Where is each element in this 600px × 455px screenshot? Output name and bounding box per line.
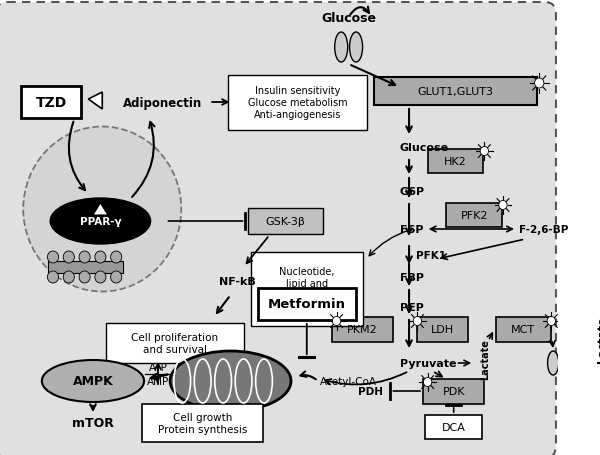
Ellipse shape <box>50 198 151 244</box>
Text: AMPK: AMPK <box>73 374 113 388</box>
Text: HK2: HK2 <box>444 157 467 167</box>
FancyBboxPatch shape <box>106 324 244 363</box>
Text: Glucose: Glucose <box>321 11 376 25</box>
FancyBboxPatch shape <box>496 317 551 342</box>
Ellipse shape <box>335 33 347 63</box>
Circle shape <box>63 271 74 283</box>
Text: Cell proliferation
and survival: Cell proliferation and survival <box>131 332 218 354</box>
Circle shape <box>499 201 507 210</box>
Text: NF-kB: NF-kB <box>218 276 256 286</box>
Ellipse shape <box>560 351 572 375</box>
Ellipse shape <box>170 351 291 411</box>
Ellipse shape <box>23 127 181 292</box>
Text: Pyruvate: Pyruvate <box>400 358 456 368</box>
Circle shape <box>424 378 432 387</box>
Circle shape <box>79 252 90 263</box>
Circle shape <box>95 271 106 283</box>
Text: DCA: DCA <box>442 422 466 432</box>
Text: PEP: PEP <box>400 302 424 312</box>
Circle shape <box>535 79 544 89</box>
FancyBboxPatch shape <box>417 317 468 342</box>
Text: PDK: PDK <box>442 386 465 396</box>
Text: PPAR-γ: PPAR-γ <box>80 217 121 227</box>
Polygon shape <box>88 93 102 110</box>
Text: Cell growth
Protein synthesis: Cell growth Protein synthesis <box>158 412 247 434</box>
Text: PFK2: PFK2 <box>460 211 488 221</box>
FancyBboxPatch shape <box>424 379 484 404</box>
Text: Lactate: Lactate <box>480 339 490 379</box>
Circle shape <box>95 252 106 263</box>
Text: G6P: G6P <box>400 187 425 197</box>
Circle shape <box>413 317 422 326</box>
Text: PDH: PDH <box>358 386 383 396</box>
Text: TZD: TZD <box>35 96 67 110</box>
Text: Glucose: Glucose <box>400 143 449 153</box>
Text: LDH: LDH <box>431 324 454 334</box>
Text: Lactate: Lactate <box>598 316 600 363</box>
FancyBboxPatch shape <box>425 415 482 439</box>
Ellipse shape <box>548 351 559 375</box>
Text: Metformin: Metformin <box>268 298 346 311</box>
FancyBboxPatch shape <box>142 404 263 442</box>
Ellipse shape <box>42 360 144 402</box>
Text: PKM2: PKM2 <box>347 324 378 334</box>
FancyBboxPatch shape <box>332 317 393 342</box>
Circle shape <box>480 147 488 156</box>
Polygon shape <box>93 203 108 216</box>
Circle shape <box>110 271 122 283</box>
FancyBboxPatch shape <box>0 3 556 455</box>
Text: GSK-3β: GSK-3β <box>265 217 305 227</box>
FancyBboxPatch shape <box>258 288 356 320</box>
Text: ATP: ATP <box>149 362 167 372</box>
FancyBboxPatch shape <box>21 87 82 119</box>
Circle shape <box>110 252 122 263</box>
FancyBboxPatch shape <box>428 150 484 174</box>
FancyBboxPatch shape <box>251 253 362 326</box>
Text: F6P: F6P <box>400 224 423 234</box>
Text: Adiponectin: Adiponectin <box>123 96 202 109</box>
Circle shape <box>332 317 341 326</box>
Circle shape <box>547 317 556 326</box>
Text: AMP: AMP <box>147 376 169 386</box>
FancyBboxPatch shape <box>228 76 367 130</box>
Text: Insulin sensitivity
Glucose metabolism
Anti-angiogenesis: Insulin sensitivity Glucose metabolism A… <box>248 86 347 120</box>
FancyBboxPatch shape <box>49 262 123 273</box>
FancyBboxPatch shape <box>374 78 537 106</box>
Text: F-2,6-BP: F-2,6-BP <box>519 224 568 234</box>
Circle shape <box>47 271 59 283</box>
Ellipse shape <box>350 33 362 63</box>
Text: GLUT1,GLUT3: GLUT1,GLUT3 <box>418 87 494 97</box>
Text: MCT: MCT <box>511 324 535 334</box>
Text: Nucleotide,
lipid and
amino acid
synthesis: Nucleotide, lipid and amino acid synthes… <box>279 267 335 312</box>
Circle shape <box>79 271 90 283</box>
Text: mTOR: mTOR <box>72 417 114 430</box>
FancyBboxPatch shape <box>446 203 502 228</box>
Text: FBP: FBP <box>400 273 424 283</box>
Circle shape <box>47 252 59 263</box>
Circle shape <box>63 252 74 263</box>
Text: Acetyl-CoA: Acetyl-CoA <box>320 376 377 386</box>
Text: PFK1: PFK1 <box>416 250 446 260</box>
FancyBboxPatch shape <box>248 208 323 234</box>
